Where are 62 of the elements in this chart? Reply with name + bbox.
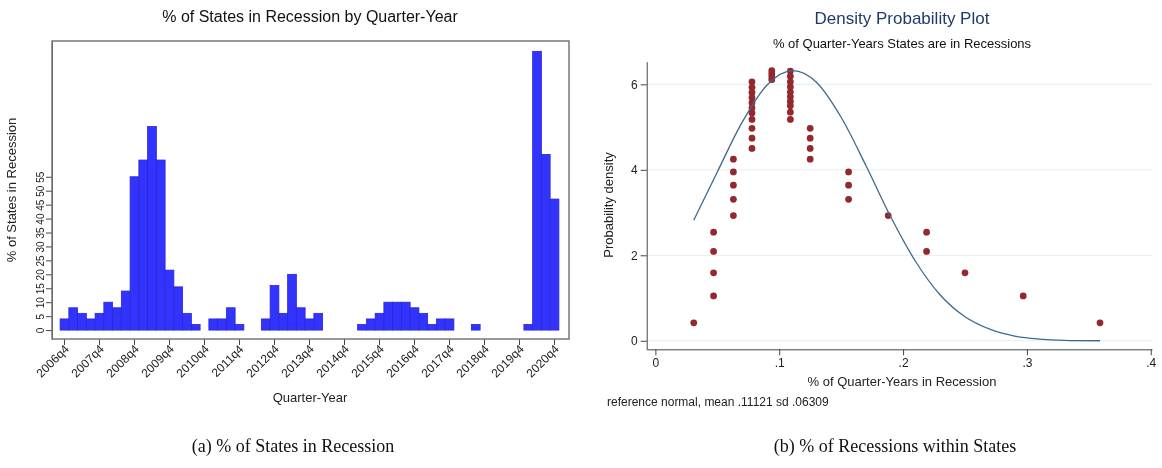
- point: [710, 269, 717, 277]
- y-tick-label: 10: [35, 296, 46, 309]
- y-axis-title: % of States in Recession: [4, 117, 19, 263]
- text: (b) % of Recessions within States: [773, 436, 1017, 457]
- y-tick-label: 25: [35, 254, 46, 267]
- x-axis-title: % of Quarter-Years in Recession: [807, 374, 997, 389]
- y-tick-label: 6: [631, 77, 639, 92]
- x-tick-label: .1: [774, 355, 786, 370]
- point: [923, 228, 930, 236]
- y-tick-label: 15: [35, 282, 46, 295]
- point: [690, 319, 698, 327]
- text: (a) % of States in Recession: [191, 436, 395, 457]
- point: [730, 212, 737, 219]
- y-tick-label: 20: [35, 268, 46, 281]
- point: [730, 181, 737, 189]
- point: [730, 195, 737, 203]
- bar: [470, 324, 481, 331]
- point: [845, 195, 852, 203]
- y-tick-label: 0: [35, 327, 46, 334]
- y-tick-label: 50: [35, 185, 46, 197]
- point: [748, 116, 756, 123]
- y-tick-label: 2: [631, 248, 639, 263]
- point: [923, 248, 930, 255]
- point: [845, 181, 852, 189]
- point: [806, 145, 814, 152]
- x-tick-label: 0: [652, 355, 660, 370]
- text: reference normal, mean .11121 sd .06309: [607, 395, 830, 409]
- y-tick-label: 45: [35, 199, 46, 211]
- y-tick-label: 30: [35, 240, 46, 253]
- point: [710, 292, 717, 300]
- point: [845, 168, 852, 176]
- y-tick-label: 4: [631, 163, 639, 178]
- point: [786, 78, 794, 86]
- x-tick-label: .4: [1146, 355, 1157, 370]
- point: [710, 248, 717, 255]
- chart-title: % of States in Recession by Quarter-Year: [162, 8, 459, 25]
- y-tick-label: 55: [35, 171, 46, 183]
- point: [748, 145, 756, 152]
- point: [1096, 319, 1104, 327]
- point: [806, 124, 814, 132]
- x-axis-title: Quarter-Year: [272, 390, 348, 405]
- y-tick-label: 35: [35, 227, 46, 239]
- point: [748, 134, 756, 142]
- point: [1019, 292, 1027, 300]
- point: [786, 116, 794, 123]
- point: [748, 109, 756, 117]
- point: [786, 102, 794, 110]
- point: [786, 108, 794, 116]
- chart-subtitle: % of Quarter-Years States are in Recessions: [772, 36, 1032, 51]
- point: [730, 155, 737, 163]
- point: [806, 134, 814, 142]
- y-tick-label: 40: [35, 213, 46, 225]
- y-tick-label: 5: [35, 313, 46, 320]
- x-tick-label: .3: [1022, 355, 1033, 370]
- point: [961, 269, 969, 277]
- point: [730, 168, 737, 176]
- x-tick-label: .2: [898, 355, 909, 370]
- y-axis-title: Probability density: [601, 151, 616, 258]
- chart-title: Density Probability Plot: [814, 9, 990, 28]
- point: [710, 228, 717, 236]
- point: [806, 155, 814, 163]
- point: [748, 124, 756, 132]
